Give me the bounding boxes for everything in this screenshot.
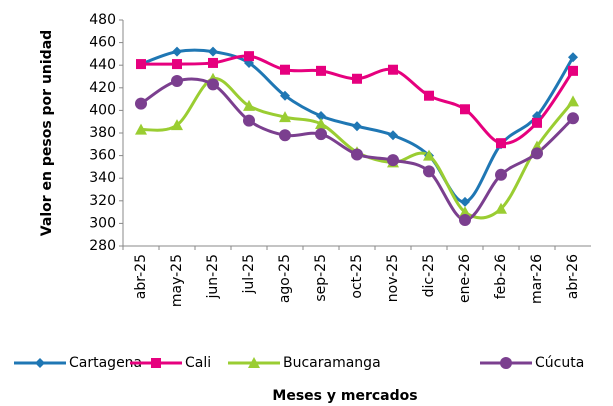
data-point: [352, 121, 362, 132]
data-point: [316, 65, 326, 76]
data-point: [351, 148, 363, 161]
legend-label: Bucaramanga: [283, 355, 381, 371]
x-tick-label: oct-25: [349, 254, 365, 299]
data-point: [207, 78, 219, 91]
data-point: [532, 117, 542, 128]
y-tick-label: 440: [89, 57, 116, 73]
data-point: [136, 59, 146, 70]
data-point: [279, 111, 291, 123]
legend-marker: [500, 357, 512, 369]
data-point: [172, 46, 182, 57]
data-point: [315, 117, 327, 129]
x-tick-label: ago-25: [277, 254, 293, 303]
y-tick-label: 460: [89, 35, 116, 51]
data-point: [531, 147, 543, 160]
data-point: [352, 73, 362, 84]
legend-marker: [35, 358, 45, 368]
data-point: [495, 202, 507, 214]
x-tick-label: abr-25: [133, 254, 149, 299]
legend-label: Cali: [185, 355, 211, 371]
data-point: [208, 57, 218, 68]
data-point: [208, 46, 218, 57]
y-axis-label: Valor en pesos por unidad: [39, 30, 55, 236]
data-point: [387, 154, 399, 167]
data-point: [424, 90, 434, 101]
data-point: [460, 196, 470, 207]
x-tick-label: sep-25: [313, 254, 329, 302]
x-tick-label: mar-26: [529, 254, 545, 304]
y-tick-label: 300: [89, 215, 116, 231]
y-tick-label: 480: [89, 12, 116, 28]
data-point: [172, 59, 182, 70]
data-point: [459, 206, 471, 218]
data-point: [135, 97, 147, 110]
x-tick-label: abr-26: [565, 254, 581, 299]
y-tick-label: 280: [89, 238, 116, 254]
y-tick-label: 360: [89, 148, 116, 164]
y-tick-label: 400: [89, 102, 116, 118]
x-tick-label: jul-25: [241, 254, 257, 295]
y-tick-label: 320: [89, 193, 116, 209]
data-point: [135, 123, 147, 135]
x-tick-label: feb-26: [493, 254, 509, 299]
legend-marker: [151, 358, 161, 368]
data-point: [460, 104, 470, 115]
data-point: [280, 64, 290, 75]
x-tick-label: dic-25: [421, 254, 437, 297]
data-point: [316, 111, 326, 122]
data-point: [280, 90, 290, 101]
x-tick-label: jun-25: [205, 254, 221, 300]
legend-label: Cúcuta: [535, 355, 584, 371]
data-point: [568, 65, 578, 76]
data-point: [279, 129, 291, 142]
data-point: [496, 138, 506, 149]
y-tick-label: 380: [89, 125, 116, 141]
legend-label: Cartagena: [69, 355, 142, 371]
data-point: [244, 51, 254, 62]
data-point: [567, 112, 579, 125]
legend-marker: [248, 357, 260, 368]
data-point: [315, 128, 327, 141]
data-point: [171, 75, 183, 88]
data-point: [243, 99, 255, 111]
data-point: [388, 64, 398, 75]
y-tick-label: 420: [89, 80, 116, 96]
x-tick-label: may-25: [169, 254, 185, 307]
x-axis-label: Meses y mercados: [272, 388, 417, 404]
data-point: [243, 114, 255, 127]
data-point: [423, 149, 435, 161]
data-point: [459, 214, 471, 227]
data-point: [388, 130, 398, 141]
y-tick-label: 340: [89, 170, 116, 186]
data-point: [568, 52, 578, 63]
x-tick-label: nov-25: [385, 254, 401, 302]
data-point: [423, 165, 435, 178]
data-point: [567, 95, 579, 107]
data-point: [495, 168, 507, 181]
x-tick-label: ene-26: [457, 254, 473, 303]
data-point: [171, 119, 183, 131]
